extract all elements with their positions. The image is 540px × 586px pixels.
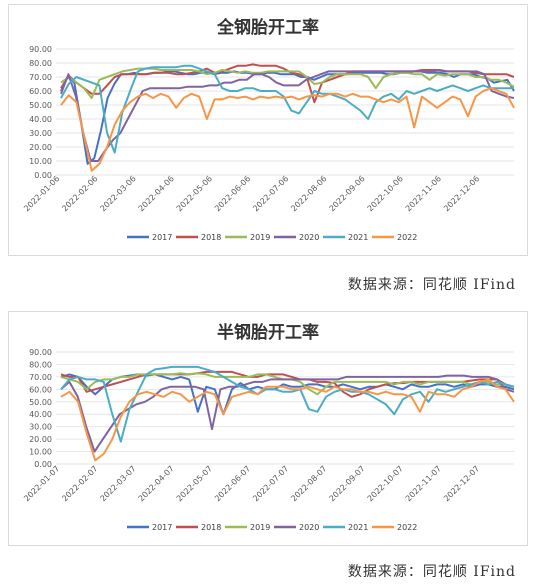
legend-label-2021: 2021 (348, 233, 368, 242)
chart-all-steel: 0.00 10.00 20.00 30.00 40.00 50.00 60.00 70.00 8… (22, 45, 515, 242)
y-tick-label: 10.00 (29, 448, 52, 457)
series-line-2019 (60, 67, 515, 99)
legend-label-2019: 2019 (250, 523, 270, 532)
x-tick-label: 2022-06-07 (213, 464, 252, 503)
x-tick-label: 2022-07-07 (251, 464, 290, 503)
y-tick-label: 80.00 (29, 360, 52, 369)
chart-panel-all-steel: 全钢胎开工率 0.00 10.00 20.00 30.00 40.00 50.00 60.0… (8, 4, 528, 256)
y-tick-label: 90.00 (29, 348, 52, 357)
x-tick-label: 2022-12-07 (442, 464, 481, 503)
x-tick-label: 2022-07-06 (251, 174, 290, 213)
y-tick-label: 80.00 (29, 59, 52, 68)
y-tick-label: 30.00 (29, 423, 52, 432)
x-tick-label: 2022-11-07 (404, 464, 443, 503)
x-tick-label: 2022-03-07 (99, 464, 138, 503)
y-tick-label: 90.00 (29, 45, 52, 54)
x-tick-label: 2022-05-07 (175, 464, 214, 503)
chart-title: 全钢胎开工率 (217, 18, 319, 38)
y-tick-label: 60.00 (29, 87, 52, 96)
y-tick-label: 60.00 (29, 385, 52, 394)
x-tick-label: 2022-10-07 (366, 464, 405, 503)
x-tick-label: 2022-04-07 (137, 464, 176, 503)
x-tick-label: 2022-10-06 (366, 174, 405, 213)
chart-title: 半钢胎开工率 (217, 323, 319, 343)
y-tick-label: 0.00 (34, 460, 52, 469)
y-tick-label: 10.00 (29, 157, 52, 166)
source-label: 数据来源：同花顺 IFind (347, 277, 516, 293)
x-tick-label: 2022-03-06 (99, 174, 138, 213)
source-label: 数据来源：同花顺 IFind (347, 564, 516, 580)
x-tick-label: 2022-05-06 (175, 174, 214, 213)
x-tick-label: 2022-09-07 (328, 464, 367, 503)
x-tick-label: 2022-02-06 (60, 174, 99, 213)
x-tick-label: 2022-04-06 (137, 174, 176, 213)
legend-label-2022: 2022 (397, 233, 417, 242)
y-tick-label: 50.00 (29, 398, 52, 407)
legend-label-2017: 2017 (152, 233, 172, 242)
y-tick-label: 20.00 (29, 143, 52, 152)
legend-label-2019: 2019 (250, 233, 270, 242)
legend-label-2018: 2018 (201, 233, 221, 242)
y-tick-label: 70.00 (29, 373, 52, 382)
series-line-2022 (60, 87, 515, 172)
legend-label-2021: 2021 (348, 523, 368, 532)
legend-label-2020: 2020 (299, 523, 319, 532)
y-tick-label: 40.00 (29, 115, 52, 124)
series-line-2022 (60, 378, 515, 462)
series-line-2020 (60, 374, 515, 453)
x-tick-label: 2022-08-06 (289, 174, 328, 213)
x-tick-label: 2022-02-07 (60, 464, 99, 503)
y-tick-label: 30.00 (29, 129, 52, 138)
series-line-2020 (60, 69, 515, 162)
x-tick-label: 2022-01-07 (22, 464, 61, 503)
series-line-2021 (60, 64, 514, 154)
chart-panel-semi-steel: 半钢胎开工率 0.00 10.00 20.00 30.00 40.00 50.00 60.0… (8, 311, 528, 546)
legend-label-2017: 2017 (152, 523, 172, 532)
y-tick-label: 40.00 (29, 410, 52, 419)
y-tick-label: 70.00 (29, 73, 52, 82)
legend-label-2022: 2022 (397, 523, 417, 532)
x-tick-label: 2022-06-06 (213, 174, 252, 213)
legend-label-2018: 2018 (201, 523, 221, 532)
x-tick-label: 2022-11-06 (404, 174, 443, 213)
legend-label-2020: 2020 (299, 233, 319, 242)
y-tick-label: 50.00 (29, 101, 52, 110)
x-tick-label: 2022-08-07 (289, 464, 328, 503)
chart-semi-steel: 0.00 10.00 20.00 30.00 40.00 50.00 60.00 70.00 8… (22, 348, 515, 532)
x-tick-label: 2022-09-06 (328, 174, 367, 213)
y-tick-label: 20.00 (29, 435, 52, 444)
y-tick-label: 0.00 (34, 171, 52, 180)
x-tick-label: 2022-12-06 (442, 174, 481, 213)
